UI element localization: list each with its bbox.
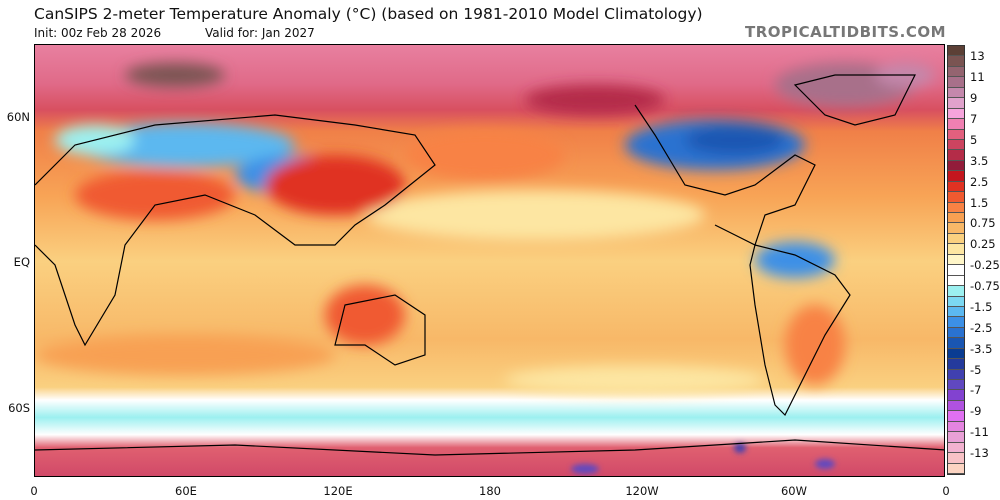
colorbar-segment	[948, 77, 964, 88]
colorbar-label: -2.5	[970, 320, 993, 335]
colorbar-segment	[948, 369, 964, 380]
colorbar-segment	[948, 421, 964, 433]
colorbar-segment	[948, 160, 964, 172]
temperature-anomaly-map	[34, 44, 945, 477]
valid-time: Valid for: Jan 2027	[205, 26, 315, 40]
colorbar-segment	[948, 286, 964, 297]
lon-label-120e: 120E	[323, 484, 353, 498]
coastlines	[35, 74, 944, 456]
colorbar-segment	[948, 181, 964, 193]
colorbar-label: -1.5	[970, 299, 993, 314]
colorbar-label: 13	[970, 49, 985, 64]
colorbar-label: 9	[970, 91, 978, 106]
colorbar-segment	[948, 348, 964, 360]
colorbar-segment	[948, 66, 964, 78]
colorbar-segment	[948, 202, 964, 213]
colorbar-segment	[948, 265, 964, 276]
colorbar-segment	[948, 46, 964, 57]
colorbar-label: -0.75	[970, 279, 1000, 294]
init-time: Init: 00z Feb 28 2026	[34, 26, 162, 40]
colorbar-segment	[948, 213, 964, 224]
colorbar-label: -7	[970, 383, 982, 398]
colorbar-segment	[948, 192, 964, 203]
lat-label-60s: 60S	[8, 401, 30, 415]
colorbar	[947, 45, 965, 475]
colorbar-segment	[948, 223, 964, 234]
anomaly-field	[35, 45, 944, 476]
lat-label-eq: EQ	[13, 255, 30, 269]
colorbar-label: 1.5	[970, 195, 989, 210]
colorbar-segment	[948, 98, 964, 109]
colorbar-segment	[948, 119, 964, 130]
colorbar-label: -3.5	[970, 341, 993, 356]
lat-label-60n: 60N	[6, 110, 30, 124]
lon-label-60e: 60E	[175, 484, 197, 498]
colorbar-segment	[948, 463, 964, 474]
colorbar-segment	[948, 432, 964, 443]
lon-label-180: 180	[479, 484, 501, 498]
lon-label-60w: 60W	[780, 484, 808, 498]
colorbar-segment	[948, 327, 964, 339]
colorbar-label: 11	[970, 70, 985, 85]
colorbar-label: 2.5	[970, 174, 989, 189]
colorbar-segment	[948, 275, 964, 287]
colorbar-segment	[948, 317, 964, 328]
colorbar-segment	[948, 453, 964, 464]
colorbar-segment	[948, 233, 964, 245]
colorbar-segment	[948, 390, 964, 401]
colorbar-segment	[948, 171, 964, 182]
colorbar-segment	[948, 108, 964, 120]
colorbar-segment	[948, 150, 964, 161]
colorbar-segment	[948, 296, 964, 307]
colorbar-segment	[948, 244, 964, 255]
colorbar-segment	[948, 306, 964, 318]
colorbar-segment	[948, 359, 964, 370]
colorbar-segment	[948, 129, 964, 140]
colorbar-label: -13	[970, 446, 989, 461]
colorbar-segment	[948, 411, 964, 422]
colorbar-segment	[948, 139, 964, 151]
brand-watermark[interactable]: TROPICALTIDBITS.COM	[745, 23, 946, 41]
colorbar-label: -11	[970, 425, 989, 440]
lon-label-120w: 120W	[625, 484, 659, 498]
colorbar-label: 3.5	[970, 153, 989, 168]
colorbar-label: -5	[970, 362, 982, 377]
colorbar-segment	[948, 380, 964, 391]
map-title: CanSIPS 2-meter Temperature Anomaly (°C)…	[34, 5, 703, 23]
colorbar-segment	[948, 338, 964, 349]
colorbar-segment	[948, 442, 964, 454]
colorbar-label: -9	[970, 404, 982, 419]
lon-label-0: 0	[30, 484, 38, 498]
lon-label-0-east: 0	[942, 484, 950, 498]
colorbar-label: 5	[970, 132, 978, 147]
colorbar-label: -0.25	[970, 258, 1000, 273]
colorbar-segment	[948, 254, 964, 266]
colorbar-label: 7	[970, 112, 978, 127]
colorbar-segment	[948, 56, 964, 67]
colorbar-label: 0.25	[970, 237, 996, 252]
colorbar-segment	[948, 400, 964, 412]
colorbar-segment	[948, 87, 964, 99]
colorbar-label: 0.75	[970, 216, 996, 231]
